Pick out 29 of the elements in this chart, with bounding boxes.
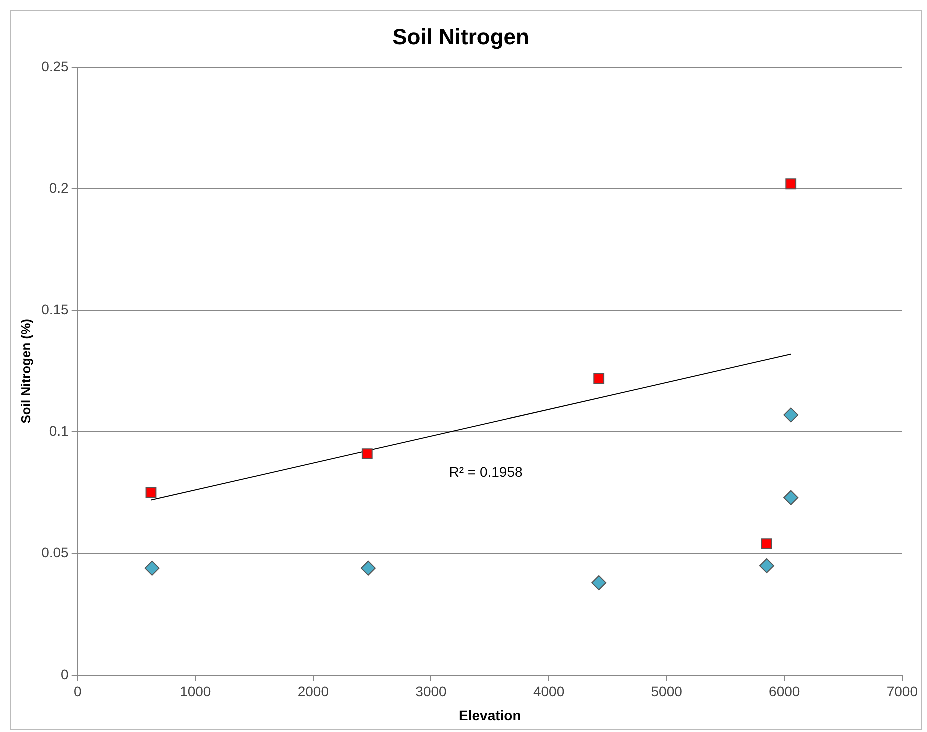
x-tick-label: 3000 [416,684,448,700]
x-tick-label: 4000 [533,684,565,700]
point [759,558,774,574]
point [360,560,376,576]
point [762,538,772,550]
point [784,408,799,423]
y-tick-label: 0.25 [42,58,70,74]
x-tick-label: 2000 [298,684,330,700]
point [786,178,797,190]
chart-title: Soil Nitrogen [392,24,530,50]
point [784,490,799,506]
x-tick-label: 0 [74,684,82,700]
point [594,373,605,384]
annotation: R² = 0.1958 [449,464,523,480]
x-tick-label: 1000 [180,684,212,700]
x-tick-label: 7000 [886,684,918,700]
point [362,448,373,460]
y-tick-label: 0.1 [49,423,70,440]
x-tick-label: 5000 [651,684,683,700]
x-axis-title: Elevation [459,707,522,724]
x-tick-label: 6000 [769,684,800,700]
y-axis-title: Soil Nitrogen (%) [18,319,34,424]
point [144,560,160,576]
y-tick-label: 0.15 [42,301,70,318]
point [146,488,157,498]
point [592,575,607,590]
y-tick-label: 0.05 [42,544,70,561]
y-tick-label: 0 [61,666,70,682]
y-tick-label: 0.2 [49,180,70,196]
